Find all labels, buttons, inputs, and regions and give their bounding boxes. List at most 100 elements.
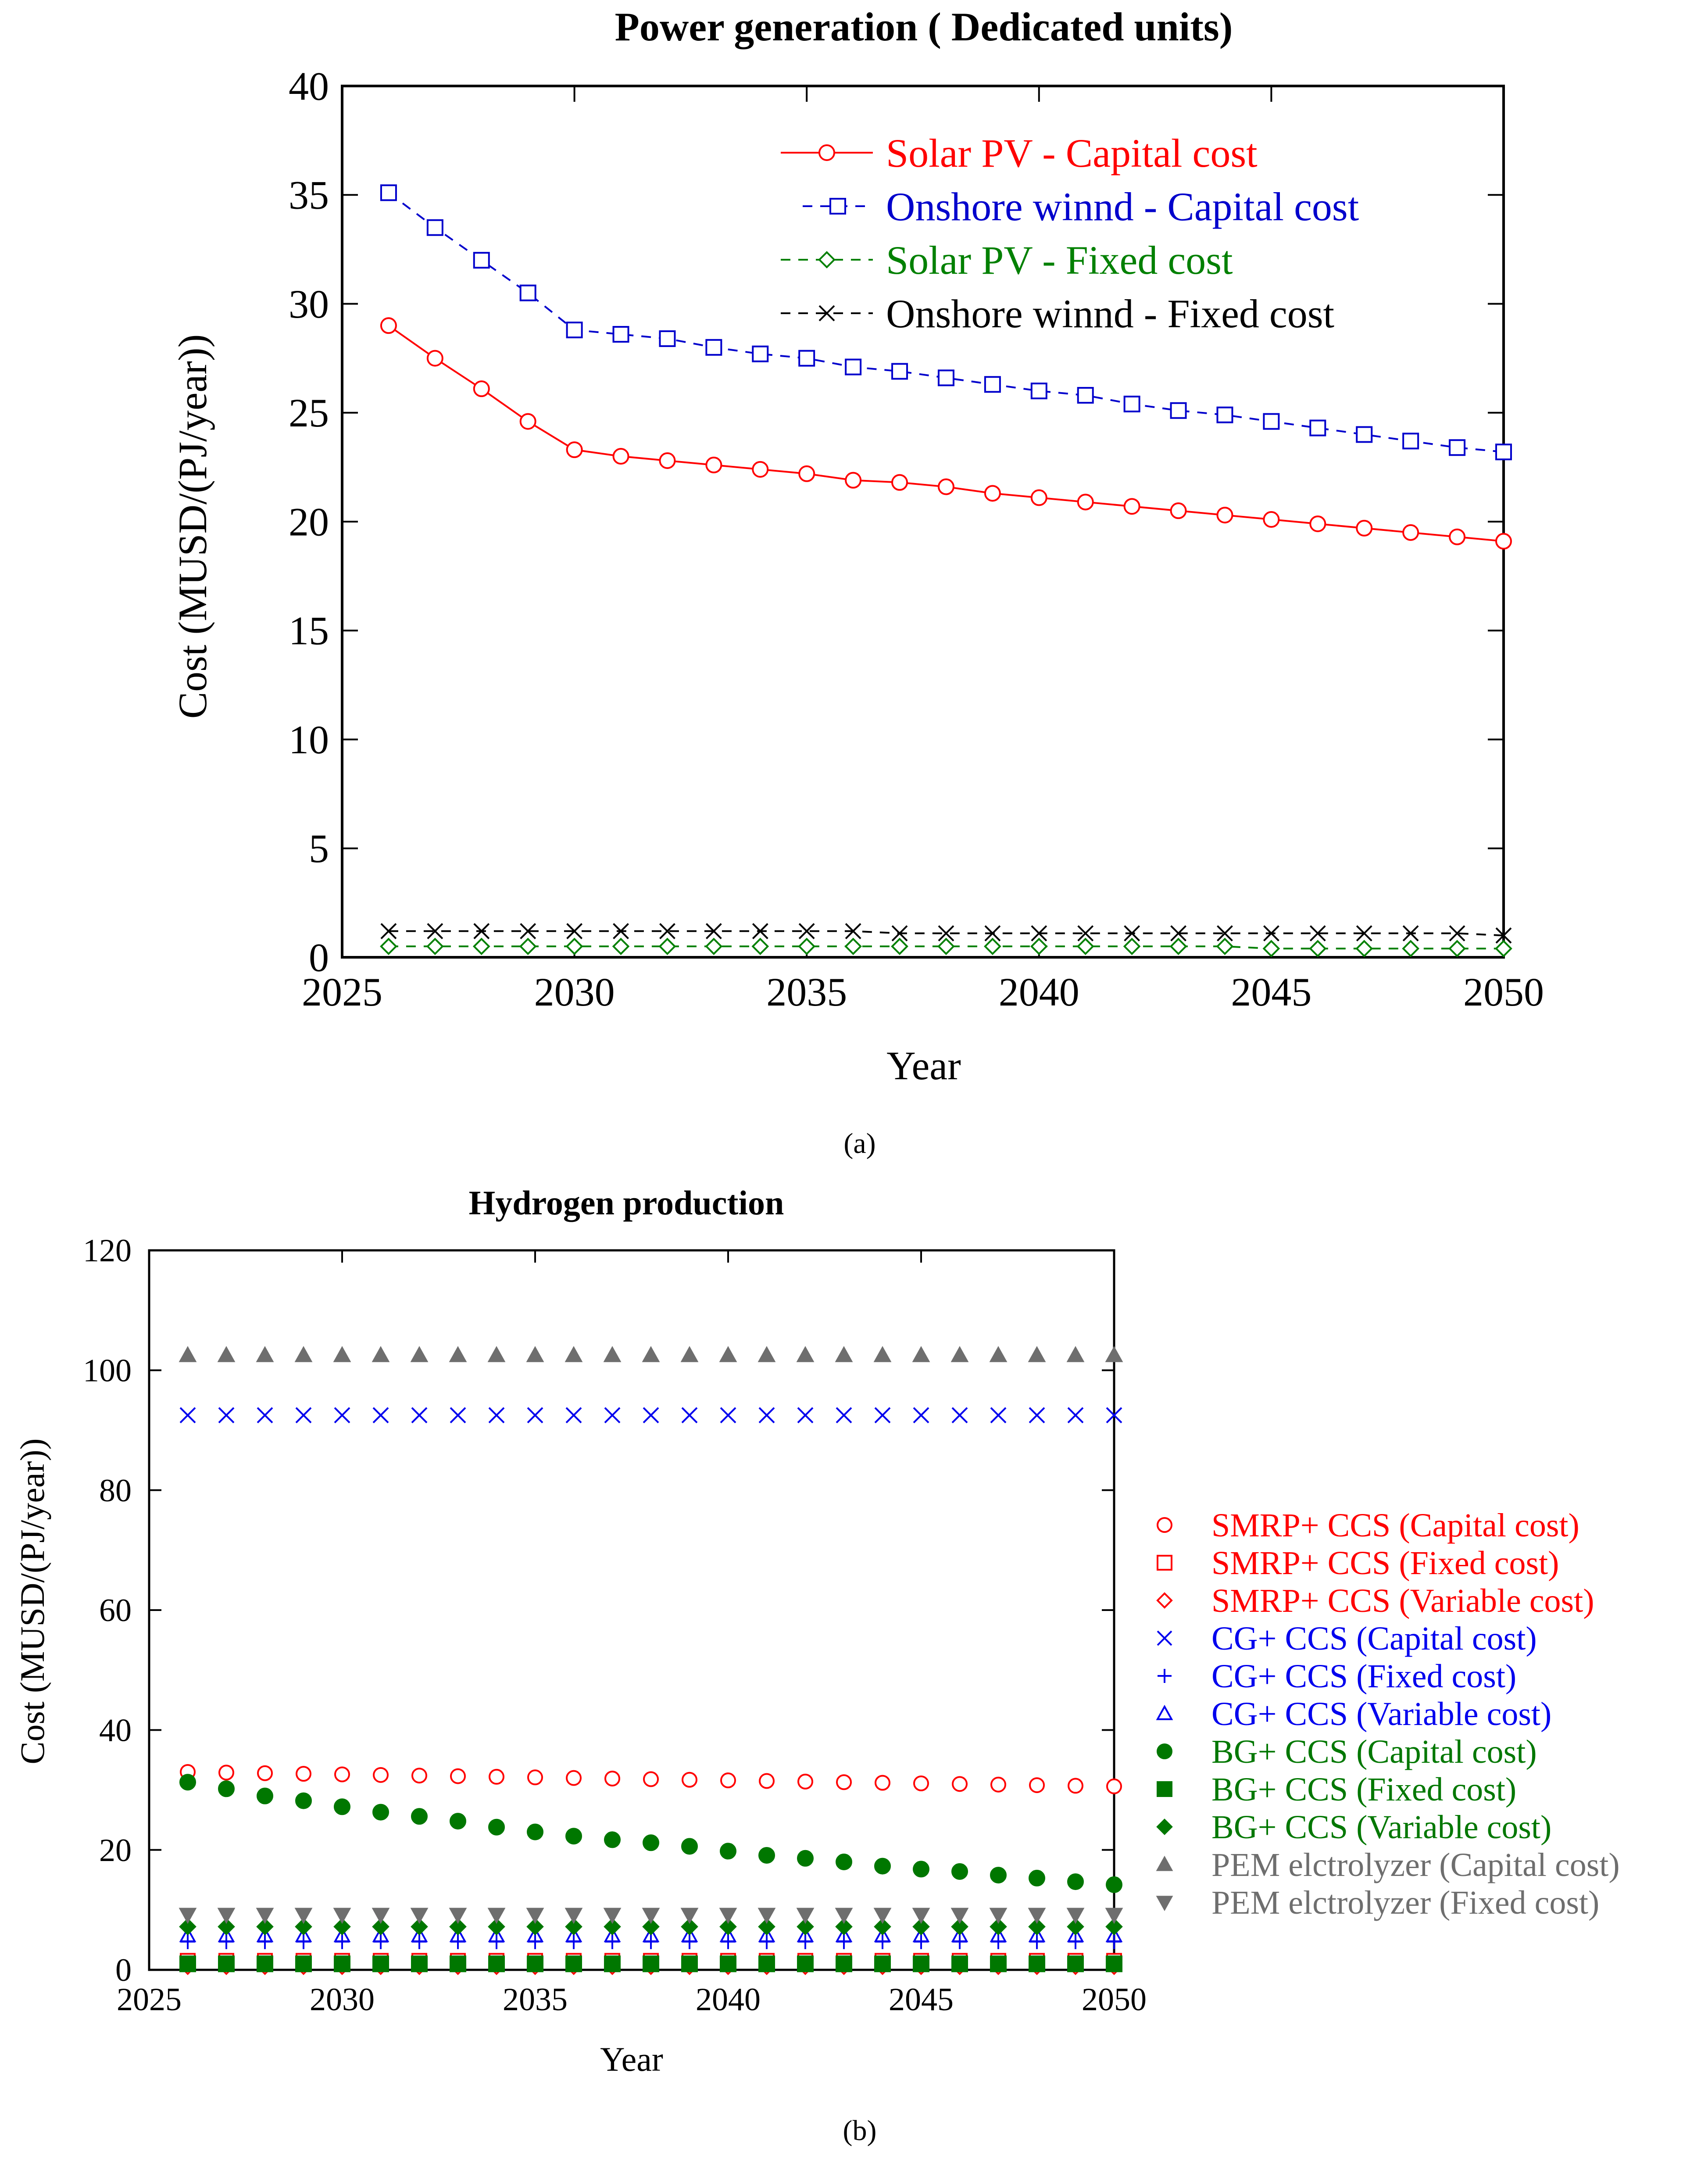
series-b-8-point: [333, 1918, 351, 1936]
chart-b-x-axis-label: Year: [600, 2040, 663, 2078]
series-b-0-point: [643, 1771, 659, 1787]
series-b-8-point: [1028, 1918, 1046, 1936]
legend-b-marker-1: [1157, 1555, 1172, 1571]
series-0-point: [1170, 502, 1187, 519]
series-b-8-point: [565, 1918, 582, 1936]
series-1-point: [1216, 406, 1233, 423]
series-3-point: [845, 923, 861, 939]
series-b-0-point: [604, 1771, 620, 1787]
series-b-7-point: [295, 1955, 312, 1972]
x-tick-label: 2040: [999, 970, 1079, 1014]
series-b-6-point: [411, 1808, 428, 1825]
legend-b-marker-7: [1157, 1781, 1172, 1797]
series-3-point: [473, 923, 490, 939]
series-b-8-point: [295, 1918, 312, 1936]
series-b-10-point: [1028, 1908, 1046, 1924]
series-b-5-point: [295, 1926, 312, 1942]
series-b-3-point: [990, 1407, 1007, 1424]
series-3-point: [1077, 925, 1094, 941]
series-0-point: [1495, 533, 1512, 550]
series-b-10-point: [835, 1908, 853, 1924]
x-tick-label: 2035: [503, 1982, 568, 2018]
series-b-6-point: [1106, 1876, 1122, 1893]
series-b-0-point: [527, 1769, 543, 1786]
series-b-10-point: [1105, 1908, 1123, 1924]
series-1-point: [1263, 413, 1280, 430]
series-3-point: [1309, 925, 1326, 941]
series-b-3-point: [527, 1407, 543, 1424]
series-b-9-point: [410, 1346, 429, 1362]
series-b-9-point: [487, 1346, 506, 1362]
series-b-8-point: [449, 1918, 467, 1936]
series-2-point: [891, 938, 908, 956]
series-b-8-point: [179, 1918, 197, 1936]
series-1-point: [1495, 444, 1512, 461]
series-3-point: [1031, 925, 1047, 941]
chart-b-title: Hydrogen production: [469, 1184, 784, 1222]
series-b-7-point: [604, 1955, 621, 1972]
x-tick-label: 2030: [310, 1982, 375, 2018]
series-b-9-point: [603, 1346, 622, 1362]
series-b-7-point: [797, 1955, 814, 1972]
legend-a-label-1: Onshore winnd - Capital cost: [886, 184, 1359, 229]
series-b-3-point: [874, 1407, 891, 1424]
legend-b-label-6: BG+ CCS (Capital cost): [1211, 1733, 1537, 1770]
series-3-point: [705, 923, 722, 939]
series-2-point: [798, 938, 816, 956]
series-b-9-point: [796, 1346, 815, 1362]
series-b-7-point: [450, 1955, 466, 1972]
series-b-6-point: [218, 1780, 235, 1797]
series-b-7-point: [334, 1955, 350, 1972]
y-tick-label: 0: [309, 935, 329, 980]
series-b-10-point: [796, 1908, 815, 1924]
y-tick-label: 80: [99, 1473, 132, 1509]
series-2-point: [1169, 938, 1187, 956]
legend-b-label-10: PEM elctrolyzer (Fixed cost): [1211, 1884, 1599, 1921]
series-b-7-point: [720, 1955, 736, 1972]
series-b-10-point: [603, 1908, 622, 1924]
series-b-6-point: [720, 1843, 736, 1860]
series-b-8-point: [218, 1918, 235, 1936]
series-b-10-point: [333, 1908, 351, 1924]
series-0-point: [984, 485, 1001, 502]
series-b-0-point: [218, 1765, 234, 1781]
series-2-point: [1448, 940, 1466, 957]
series-b-5-point: [874, 1926, 891, 1942]
series-b-10-point: [372, 1908, 390, 1924]
legend-a-label-3-part: Onshore winnd: [886, 291, 1134, 336]
series-b-7-point: [951, 1955, 968, 1972]
legend-a-label-3: Onshore winnd - Fixed cost: [886, 291, 1335, 336]
x-tick-label: 2035: [766, 970, 847, 1014]
series-b-10-point: [680, 1908, 699, 1924]
legend-b-marker-4: [1158, 1669, 1172, 1683]
series-b-0-point: [450, 1768, 466, 1784]
series-3-point: [891, 925, 908, 941]
series-b-5-point: [256, 1926, 274, 1942]
series-b-0-point: [990, 1776, 1006, 1793]
series-b-5-point: [449, 1926, 467, 1942]
series-b-8-point: [758, 1918, 775, 1936]
series-0-point: [473, 380, 490, 397]
series-b-10-point: [989, 1908, 1008, 1924]
series-b-9-point: [1066, 1346, 1085, 1362]
x-tick-label: 2025: [117, 1982, 182, 2018]
series-b-9-point: [912, 1346, 930, 1362]
series-3-point: [1217, 925, 1233, 941]
series-2-point: [705, 938, 723, 956]
series-b-6-point: [643, 1834, 659, 1851]
series-3-point: [1356, 925, 1372, 941]
y-tick-label: 40: [289, 64, 329, 108]
series-1-point: [380, 184, 397, 201]
series-b-10-point: [294, 1908, 313, 1924]
series-b-3-point: [836, 1407, 852, 1424]
series-b-5-point: [1067, 1926, 1084, 1942]
series-b-7-point: [218, 1955, 235, 1972]
series-2-point: [1309, 940, 1327, 957]
series-b-9-point: [719, 1346, 737, 1362]
series-b-9-point: [1105, 1346, 1123, 1362]
chart-a-y-axis-label: Cost (MUSD/(PJ/year)): [170, 334, 215, 719]
y-tick-label: 120: [83, 1233, 132, 1269]
series-b-9-point: [758, 1346, 776, 1362]
